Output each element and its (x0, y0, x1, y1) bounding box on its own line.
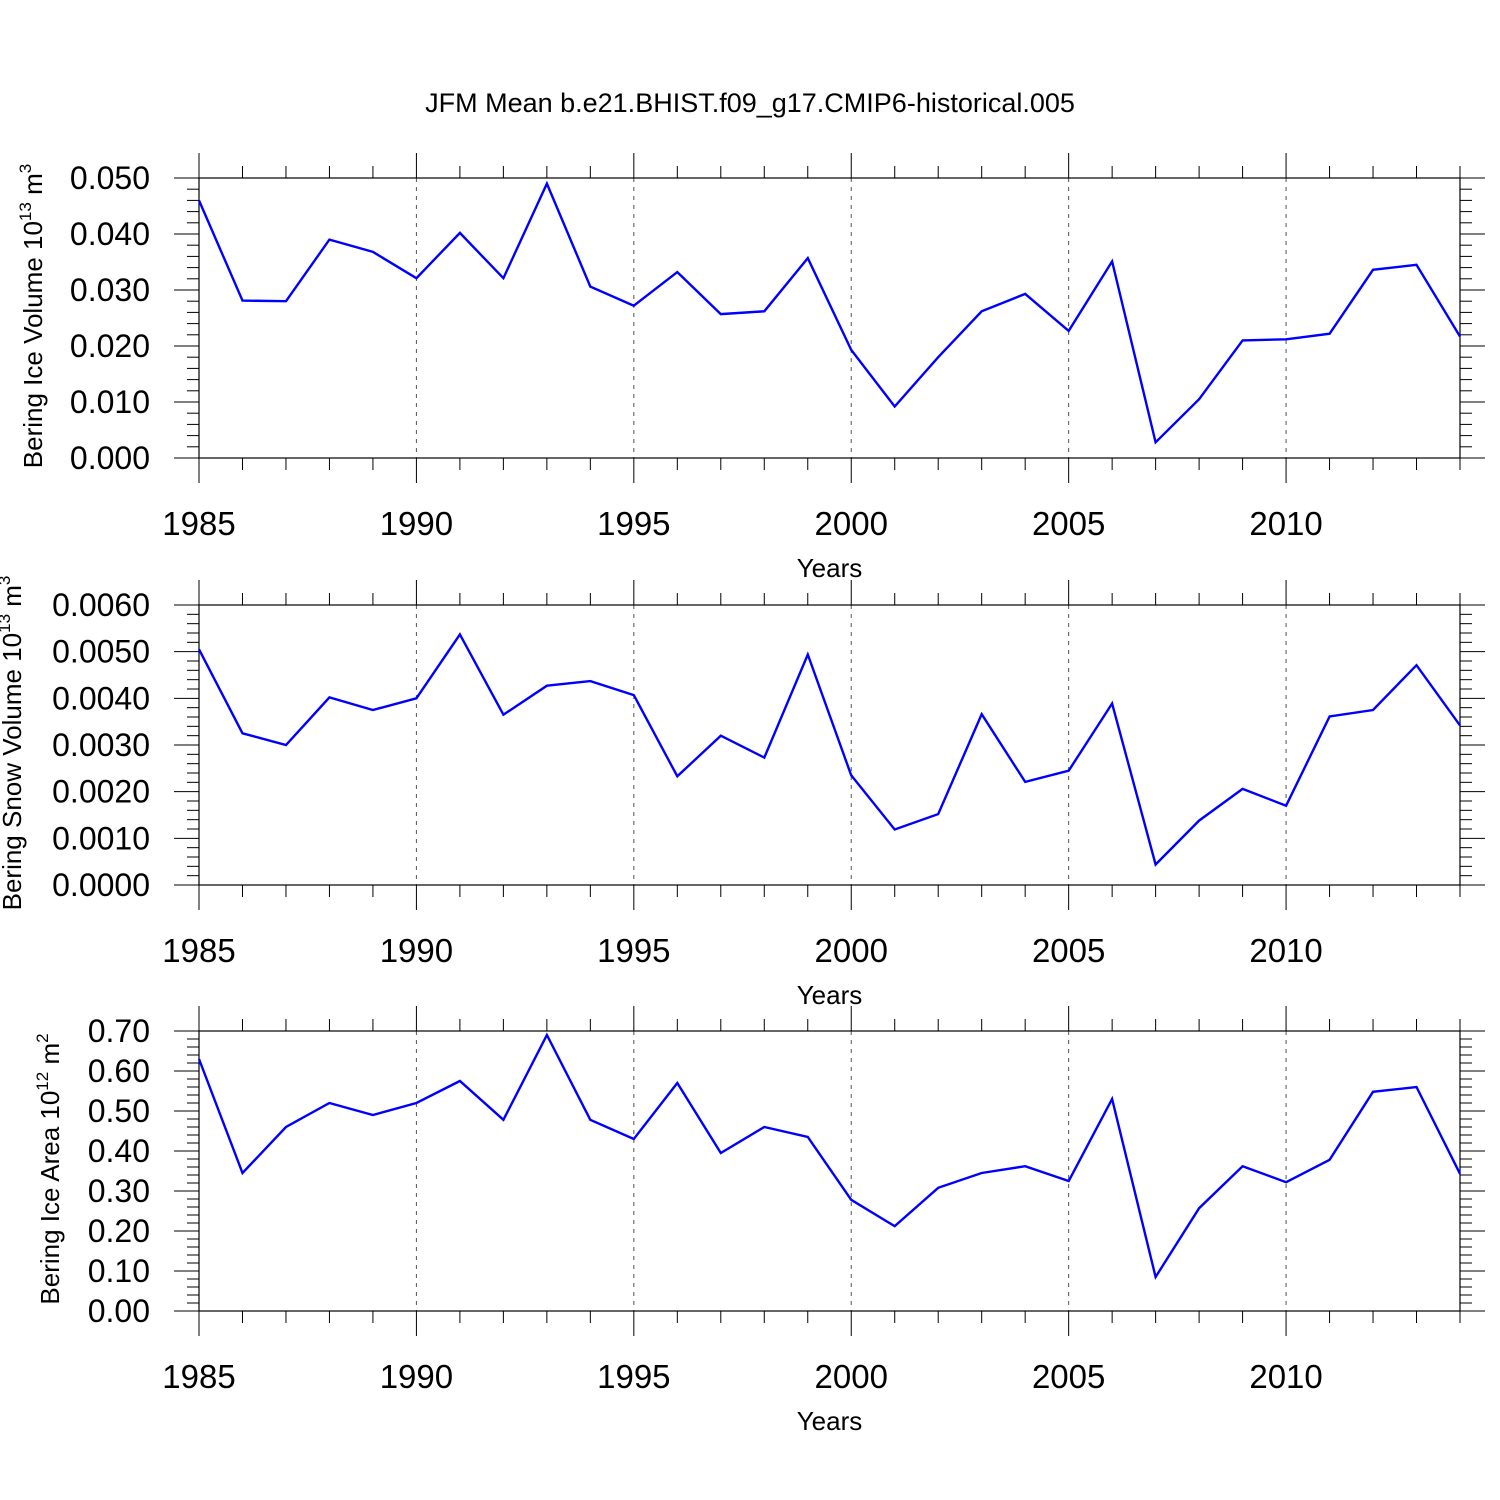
y-tick-label: 0.40 (88, 1133, 150, 1169)
x-tick-label: 2000 (815, 932, 888, 969)
y-tick-label: 0.0060 (52, 587, 150, 623)
x-tick-label: 1995 (597, 505, 670, 542)
x-tick-label: 1995 (597, 1358, 670, 1395)
x-axis-label: Years (797, 553, 863, 583)
x-tick-label: 1985 (162, 1358, 235, 1395)
x-tick-label: 2010 (1249, 932, 1322, 969)
panel-1: 1985 1990 1995 2000 2005 2010 0.000 0.010 0.020 0… (16, 153, 1485, 583)
panel-2: 1985 1990 1995 2000 2005 2010 0.0000 0.0010 0.00… (0, 576, 1485, 1010)
y-tick-label: 0.0020 (52, 774, 150, 810)
y-axis-label: Bering Ice Volume 1013 m3 (16, 164, 48, 468)
y-tick-label: 0.0010 (52, 820, 150, 856)
y-axis-label: Bering Ice Area 1012 m2 (33, 1033, 65, 1304)
y-tick-label: 0.000 (70, 440, 150, 476)
y-tick-label: 0.050 (70, 160, 150, 196)
x-tick-label: 1985 (162, 505, 235, 542)
x-tick-label: 2005 (1032, 1358, 1105, 1395)
figure-title: JFM Mean b.e21.BHIST.f09_g17.CMIP6-histo… (425, 88, 1075, 118)
y-tick-label: 0.020 (70, 328, 150, 364)
x-tick-label: 2010 (1249, 1358, 1322, 1395)
y-tick-label: 0.0000 (52, 867, 150, 903)
x-tick-label: 2010 (1249, 505, 1322, 542)
x-axis-label: Years (797, 980, 863, 1010)
y-tick-label: 0.040 (70, 216, 150, 252)
x-tick-label: 2005 (1032, 505, 1105, 542)
y-tick-label: 0.70 (88, 1013, 150, 1049)
y-tick-label: 0.010 (70, 384, 150, 420)
y-tick-label: 0.0030 (52, 727, 150, 763)
y-tick-label: 0.030 (70, 272, 150, 308)
y-tick-label: 0.00 (88, 1293, 150, 1329)
y-axis-label: Bering Snow Volume 1013 m3 (0, 576, 27, 911)
x-tick-label: 2005 (1032, 932, 1105, 969)
y-tick-label: 0.0050 (52, 634, 150, 670)
x-tick-label: 1990 (380, 932, 453, 969)
y-tick-label: 0.10 (88, 1253, 150, 1289)
plot-frame (198, 604, 1461, 886)
y-tick-label: 0.30 (88, 1173, 150, 1209)
x-tick-label: 2000 (815, 505, 888, 542)
y-tick-label: 0.0040 (52, 680, 150, 716)
y-tick-label: 0.50 (88, 1093, 150, 1129)
plot-frame (198, 1030, 1461, 1312)
panel-3: 1985 1990 1995 2000 2005 2010 0.00 0.10 0.20 0.30… (33, 1006, 1485, 1436)
series-line (197, 632, 1461, 867)
y-tick-label: 0.20 (88, 1213, 150, 1249)
series-line (197, 180, 1462, 445)
x-tick-label: 1985 (162, 932, 235, 969)
x-tick-label: 1995 (597, 932, 670, 969)
x-axis-label: Years (797, 1406, 863, 1436)
x-tick-label: 2000 (815, 1358, 888, 1395)
x-tick-label: 1990 (380, 505, 453, 542)
plot-frame (198, 177, 1461, 459)
series-line (197, 1032, 1462, 1281)
x-tick-label: 1990 (380, 1358, 453, 1395)
y-tick-label: 0.60 (88, 1053, 150, 1089)
